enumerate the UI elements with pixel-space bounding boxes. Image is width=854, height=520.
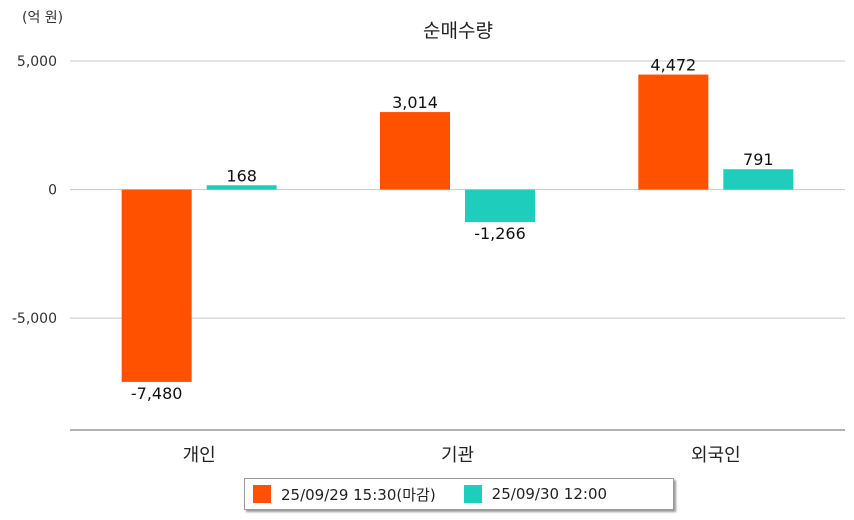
data-label: 791 bbox=[743, 150, 774, 169]
legend: 25/09/29 15:30(마감) 25/09/30 12:00 bbox=[244, 478, 674, 510]
data-label: 3,014 bbox=[392, 93, 438, 112]
data-label: -1,266 bbox=[474, 224, 526, 243]
data-labels: -7,480 168 3,014 -1,266 4,472 791 bbox=[131, 56, 774, 403]
y-tick-label: 5,000 bbox=[17, 54, 57, 70]
data-label: 4,472 bbox=[650, 56, 696, 75]
bars bbox=[121, 74, 794, 382]
x-tick-label: 개인 bbox=[183, 445, 216, 466]
grid-lines bbox=[70, 60, 845, 319]
legend-item-series-2[interactable]: 25/09/30 12:00 bbox=[463, 485, 608, 503]
data-label: -7,480 bbox=[131, 384, 183, 403]
legend-swatch-series-2 bbox=[463, 485, 482, 503]
legend-swatch-series-1 bbox=[253, 485, 271, 503]
bar bbox=[121, 189, 192, 382]
bar bbox=[465, 189, 535, 223]
legend-item-series-1[interactable]: 25/09/29 15:30(마감) bbox=[253, 484, 436, 505]
legend-label-series-1: 25/09/29 15:30(마감) bbox=[281, 485, 436, 504]
x-axis-ticks: 개인 기관 외국인 bbox=[183, 445, 741, 466]
y-tick-label: -5,000 bbox=[12, 311, 57, 327]
x-tick-label: 기관 bbox=[441, 445, 474, 466]
y-tick-label: 0 bbox=[48, 183, 57, 199]
bar bbox=[723, 169, 794, 190]
chart-title: 순매수량 bbox=[423, 20, 493, 42]
data-label: 168 bbox=[226, 166, 257, 185]
bar bbox=[206, 185, 277, 190]
bar bbox=[638, 74, 709, 190]
y-axis-ticks: 5,000 0 -5,000 bbox=[12, 54, 57, 327]
unit-label: (억 원) bbox=[22, 10, 63, 26]
bar bbox=[380, 112, 450, 190]
x-tick-label: 외국인 bbox=[691, 445, 741, 466]
legend-label-series-2: 25/09/30 12:00 bbox=[491, 485, 608, 503]
